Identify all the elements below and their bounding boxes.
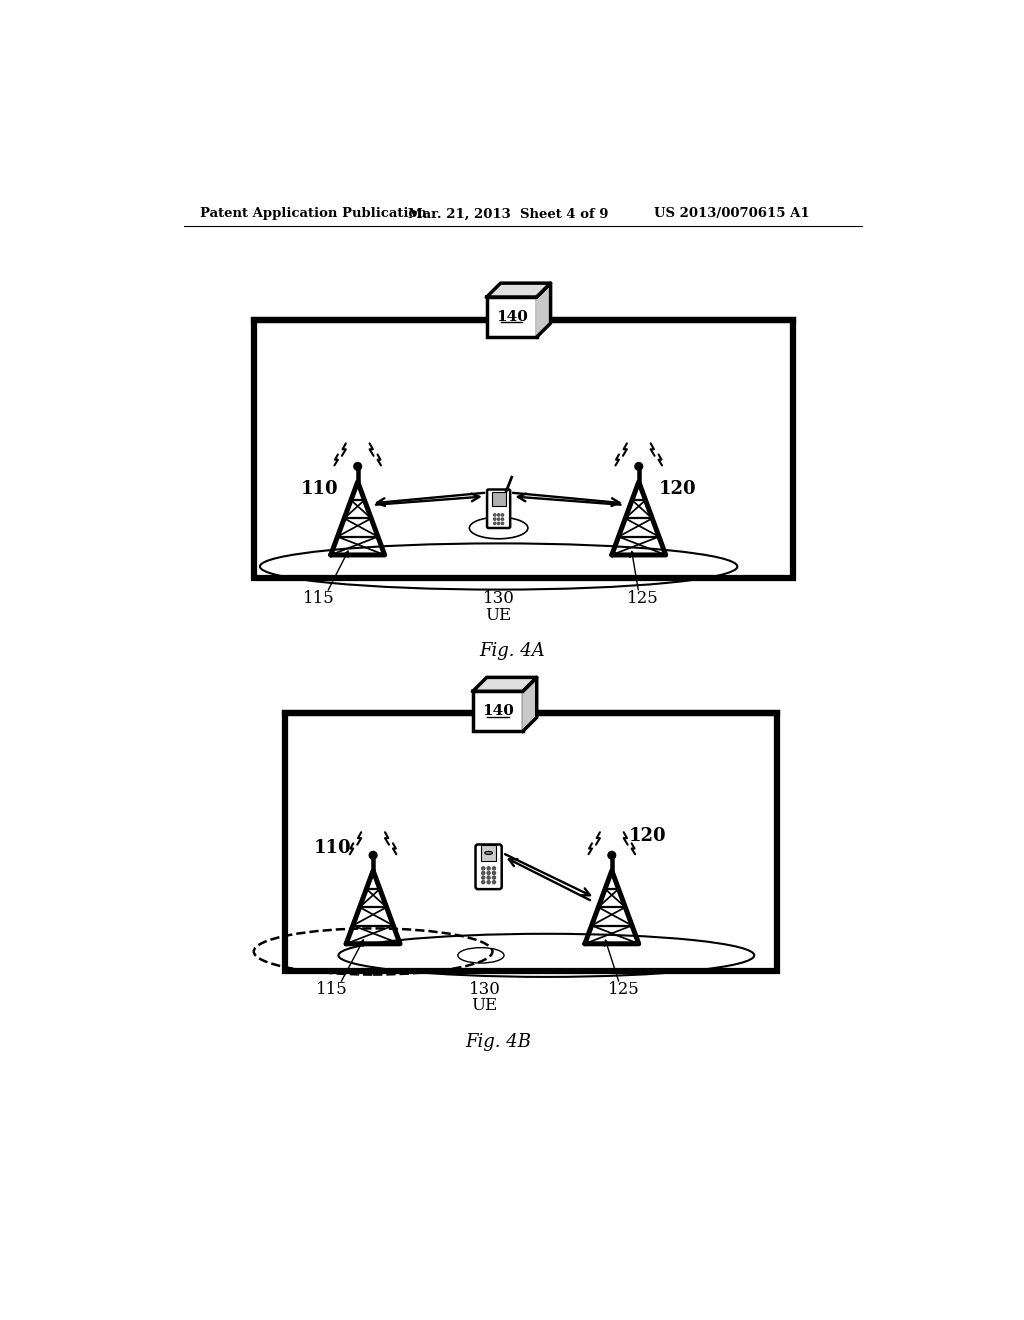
Text: 130: 130 (482, 590, 514, 607)
Circle shape (494, 517, 496, 520)
Text: Fig. 4B: Fig. 4B (465, 1034, 530, 1051)
Circle shape (481, 867, 484, 870)
Circle shape (487, 880, 490, 884)
Text: UE: UE (485, 606, 512, 623)
Text: 130: 130 (469, 982, 501, 998)
Bar (481, 845, 497, 861)
Text: 120: 120 (658, 480, 696, 499)
Text: 115: 115 (316, 982, 348, 998)
Bar (492, 492, 506, 506)
Circle shape (493, 867, 496, 870)
Circle shape (481, 880, 484, 884)
Bar (473, 692, 523, 731)
FancyBboxPatch shape (475, 845, 502, 890)
Circle shape (502, 517, 504, 520)
Polygon shape (523, 677, 537, 731)
Text: 115: 115 (303, 590, 335, 607)
Text: Mar. 21, 2013  Sheet 4 of 9: Mar. 21, 2013 Sheet 4 of 9 (408, 207, 608, 220)
Circle shape (502, 513, 504, 516)
Circle shape (498, 513, 500, 516)
Text: 125: 125 (627, 590, 658, 607)
Circle shape (494, 513, 496, 516)
Circle shape (502, 523, 504, 524)
Circle shape (493, 871, 496, 875)
Circle shape (481, 871, 484, 875)
Text: 120: 120 (629, 828, 667, 845)
Bar (285, 713, 777, 970)
Text: 110: 110 (300, 480, 338, 499)
Text: Patent Application Publication: Patent Application Publication (200, 207, 427, 220)
Circle shape (481, 876, 484, 879)
Circle shape (487, 876, 490, 879)
Circle shape (487, 867, 490, 870)
Circle shape (493, 880, 496, 884)
Circle shape (608, 851, 615, 859)
Circle shape (635, 462, 643, 470)
Bar (486, 297, 537, 337)
Polygon shape (537, 284, 551, 337)
Text: Fig. 4A: Fig. 4A (479, 643, 545, 660)
Text: US 2013/0070615 A1: US 2013/0070615 A1 (654, 207, 810, 220)
Text: UE: UE (472, 997, 498, 1014)
Circle shape (370, 851, 377, 859)
Bar (254, 321, 793, 578)
Ellipse shape (484, 851, 493, 854)
Polygon shape (486, 284, 551, 297)
Circle shape (487, 871, 490, 875)
Ellipse shape (487, 521, 510, 527)
Text: 140: 140 (496, 310, 527, 323)
Circle shape (494, 523, 496, 524)
Polygon shape (473, 677, 537, 692)
Circle shape (354, 462, 361, 470)
Circle shape (493, 876, 496, 879)
Circle shape (498, 517, 500, 520)
FancyBboxPatch shape (487, 490, 510, 528)
Text: 110: 110 (313, 838, 351, 857)
Circle shape (498, 523, 500, 524)
Text: 125: 125 (607, 982, 639, 998)
Text: 140: 140 (482, 705, 514, 718)
